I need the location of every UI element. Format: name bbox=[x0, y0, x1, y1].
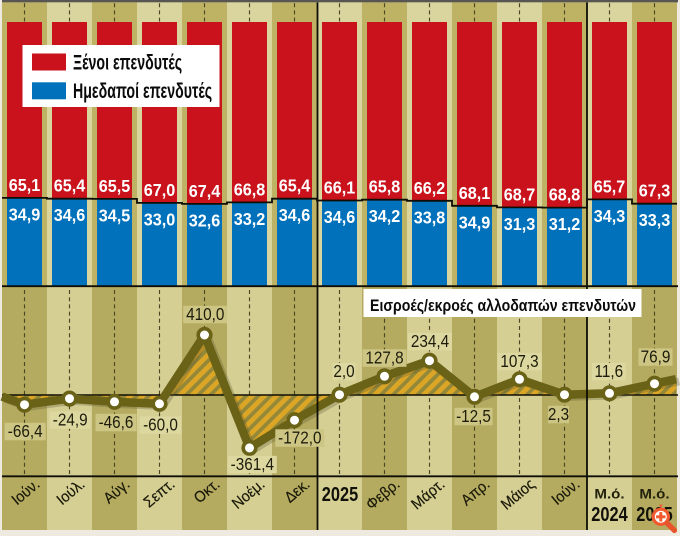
svg-text:66,8: 66,8 bbox=[234, 180, 266, 200]
svg-text:65,4: 65,4 bbox=[54, 176, 86, 196]
svg-text:2024: 2024 bbox=[591, 502, 628, 525]
svg-text:34,2: 34,2 bbox=[369, 206, 401, 226]
svg-text:65,4: 65,4 bbox=[279, 176, 311, 196]
svg-text:2,3: 2,3 bbox=[548, 404, 569, 424]
svg-text:-66,4: -66,4 bbox=[8, 421, 43, 441]
svg-text:33,8: 33,8 bbox=[414, 208, 446, 228]
svg-text:34,6: 34,6 bbox=[324, 207, 356, 227]
svg-text:31,3: 31,3 bbox=[504, 214, 536, 234]
svg-text:Ημεδαποί επενδυτές: Ημεδαποί επενδυτές bbox=[73, 79, 212, 103]
svg-text:-60,0: -60,0 bbox=[143, 414, 178, 434]
svg-text:66,1: 66,1 bbox=[324, 178, 356, 198]
svg-text:33,3: 33,3 bbox=[639, 210, 671, 230]
svg-text:34,3: 34,3 bbox=[594, 206, 626, 226]
svg-text:31,2: 31,2 bbox=[549, 214, 581, 234]
svg-text:127,8: 127,8 bbox=[365, 347, 403, 367]
svg-text:234,4: 234,4 bbox=[411, 331, 449, 351]
svg-text:11,6: 11,6 bbox=[594, 361, 623, 381]
svg-text:33,2: 33,2 bbox=[234, 209, 266, 229]
svg-text:Μ.ό.: Μ.ό. bbox=[594, 487, 624, 502]
svg-text:-12,5: -12,5 bbox=[456, 406, 491, 426]
svg-text:34,9: 34,9 bbox=[9, 205, 41, 225]
svg-text:34,5: 34,5 bbox=[99, 206, 131, 226]
svg-text:68,7: 68,7 bbox=[504, 185, 536, 205]
svg-text:Μ.ό.: Μ.ό. bbox=[639, 487, 669, 502]
svg-text:68,1: 68,1 bbox=[459, 183, 491, 203]
svg-text:68,8: 68,8 bbox=[549, 185, 581, 205]
svg-text:-172,0: -172,0 bbox=[278, 427, 321, 447]
svg-text:-361,4: -361,4 bbox=[231, 454, 274, 474]
svg-text:66,2: 66,2 bbox=[414, 178, 446, 198]
svg-text:Ξένοι επενδυτές: Ξένοι επενδυτές bbox=[73, 50, 182, 74]
svg-text:-46,6: -46,6 bbox=[99, 412, 134, 432]
svg-text:65,7: 65,7 bbox=[594, 177, 626, 197]
svg-text:2025: 2025 bbox=[322, 482, 358, 505]
svg-text:76,9: 76,9 bbox=[641, 346, 671, 366]
svg-text:410,0: 410,0 bbox=[186, 304, 224, 324]
svg-text:34,6: 34,6 bbox=[54, 205, 86, 225]
svg-text:65,1: 65,1 bbox=[9, 175, 41, 195]
svg-text:Εισροές/εκροές αλλοδαπών επενδ: Εισροές/εκροές αλλοδαπών επενδυτών bbox=[370, 297, 636, 315]
svg-text:34,6: 34,6 bbox=[279, 205, 311, 225]
svg-text:67,0: 67,0 bbox=[144, 180, 176, 200]
svg-text:32,6: 32,6 bbox=[189, 211, 221, 231]
svg-text:65,5: 65,5 bbox=[99, 176, 131, 196]
svg-text:65,8: 65,8 bbox=[369, 177, 401, 197]
svg-text:67,3: 67,3 bbox=[639, 181, 671, 201]
svg-text:107,3: 107,3 bbox=[500, 351, 538, 371]
svg-text:67,4: 67,4 bbox=[189, 181, 221, 201]
svg-text:-24,9: -24,9 bbox=[53, 409, 88, 429]
svg-text:2,0: 2,0 bbox=[333, 361, 354, 381]
svg-text:34,9: 34,9 bbox=[459, 213, 491, 233]
svg-text:33,0: 33,0 bbox=[144, 210, 176, 230]
